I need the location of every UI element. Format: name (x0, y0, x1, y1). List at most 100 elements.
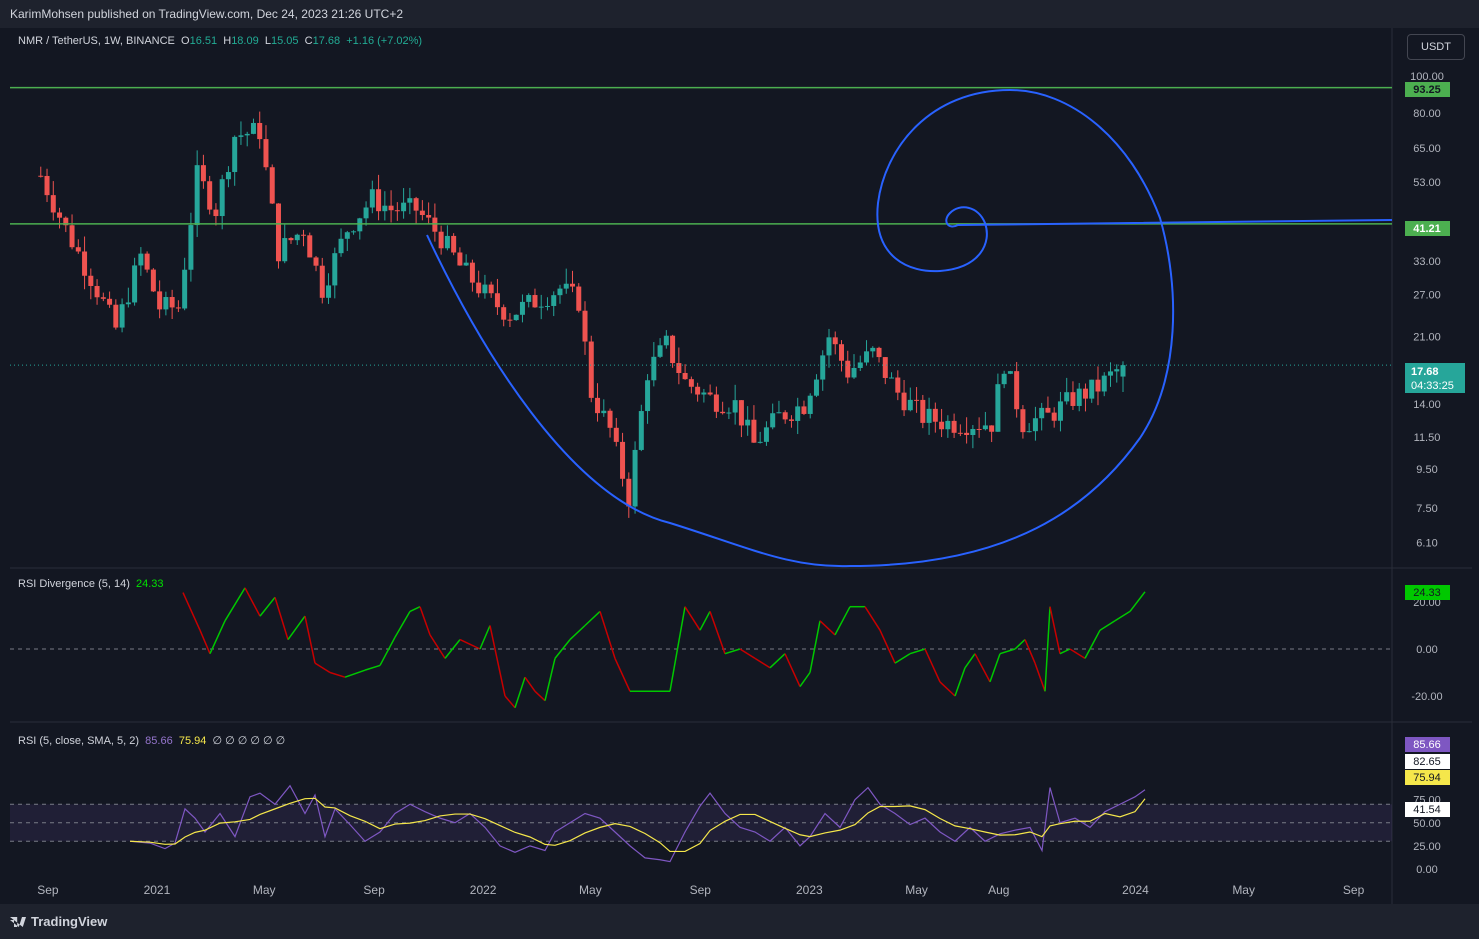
candle-body (607, 410, 613, 428)
candle-body (1070, 392, 1076, 406)
upper-line-label-bg (1405, 82, 1450, 97)
candle-body (119, 304, 125, 328)
rsi-divergence-segment (459, 638, 481, 650)
price-tick-label: 6.10 (1416, 538, 1437, 550)
rsi-div-tick-label: -20.00 (1411, 691, 1442, 703)
fibonacci-spiral-drawing[interactable] (426, 88, 1393, 568)
time-tick-label: Sep (363, 883, 385, 897)
rsi-divergence-segment (584, 610, 601, 627)
rsi-divergence-segment (784, 653, 801, 687)
candle-body (901, 392, 907, 411)
rsi-divergence-segment (684, 606, 701, 631)
publish-bar: KarimMohsen published on TradingView.com… (0, 0, 1479, 28)
time-tick-label: May (253, 883, 276, 897)
footer-bar: TradingView (0, 904, 1479, 939)
candle-body (194, 165, 200, 226)
candle-body (263, 139, 269, 168)
candle-body (269, 167, 275, 204)
candle-body (788, 419, 794, 421)
candle-body (1114, 369, 1120, 372)
candle-body (413, 198, 419, 211)
rsi-legend[interactable]: RSI (5, close, SMA, 5, 2) 85.66 75.94 ∅ … (18, 734, 285, 747)
rsi-divergence-segment (1069, 648, 1086, 660)
candle-body (1001, 373, 1007, 385)
candle-body (945, 420, 951, 430)
rsi-div-title[interactable]: RSI Divergence (5, 14) (18, 578, 130, 590)
rsi-a-label: 82.65 (1413, 756, 1441, 768)
candle-body (1026, 431, 1032, 433)
candle-body (838, 344, 844, 361)
candle-body (488, 284, 494, 294)
candle-body (426, 215, 432, 218)
close-label: C (304, 35, 313, 47)
candle-body (113, 304, 119, 328)
rsi-div-tick-label: 0.00 (1416, 644, 1437, 656)
symbol-title[interactable]: NMR / TetherUS, 1W, BINANCE (18, 35, 175, 47)
rsi-b-label-bg (1405, 802, 1450, 817)
rsi-divergence-segment (329, 671, 346, 678)
lower-line-label-bg (1405, 221, 1450, 236)
main-legend[interactable]: NMR / TetherUS, 1W, BINANCE O16.51 H18.0… (18, 35, 422, 47)
candle-body (632, 449, 638, 507)
candle-body (1020, 409, 1026, 433)
candle-body (976, 428, 982, 430)
candle-body (301, 234, 307, 236)
rsi-div-legend[interactable]: RSI Divergence (5, 14) 24.33 (18, 578, 164, 590)
candle-body (338, 238, 344, 254)
rsi-divergence-segment (1129, 591, 1146, 612)
candle-body (1039, 407, 1045, 419)
rsi-plot (129, 784, 1146, 863)
publisher-line: KarimMohsen published on TradingView.com… (10, 7, 404, 21)
candle-body (326, 285, 332, 298)
rsi-divergence-segment (514, 676, 526, 708)
rsi-title[interactable]: RSI (5, close, SMA, 5, 2) (18, 735, 140, 747)
rsi-divergence-segment (724, 648, 741, 655)
rsi-divergence-segment (699, 611, 711, 631)
candle-body (1082, 388, 1088, 399)
tradingview-logo[interactable]: TradingView (10, 914, 107, 929)
candle-body (682, 372, 688, 380)
candle-body (807, 395, 813, 414)
candle-body (188, 225, 194, 270)
candle-body (307, 235, 313, 258)
candle-body (695, 386, 701, 395)
candle-body (444, 235, 450, 249)
rsi-divergence-segment (1084, 629, 1101, 659)
candle-body (720, 411, 726, 414)
candle-body (776, 412, 782, 414)
candle-body (357, 218, 363, 232)
candle-body (57, 212, 63, 218)
price-tick-label: 53.00 (1413, 177, 1441, 189)
candle-body (782, 412, 788, 420)
candle-body (538, 306, 544, 308)
chart-area[interactable]: 100.00 80.00 65.00 53.00 33.00 27.00 21.00 14.0… (10, 28, 1472, 904)
drawing-overlays[interactable] (10, 86, 1393, 568)
rsi-divergence-segment (429, 634, 446, 659)
rsi-divergence-segment (939, 681, 956, 697)
rsi-divergence-segment (419, 606, 431, 636)
rsi-divergence-segment (879, 629, 896, 664)
candle-body (1057, 401, 1063, 421)
candle-body (38, 175, 44, 177)
rsi-divergence-segment (599, 611, 616, 659)
candle-body (907, 399, 913, 411)
chart-svg[interactable]: 100.00 80.00 65.00 53.00 33.00 27.00 21.00 14.0… (10, 28, 1472, 904)
rsi-divergence-segment (479, 625, 491, 650)
candle-body (150, 269, 156, 292)
candle-body (232, 136, 238, 173)
time-tick-label: May (1232, 883, 1255, 897)
candle-body (570, 283, 576, 287)
candle-body (332, 253, 338, 286)
candle-body (701, 392, 707, 395)
last-price-label-bg (1405, 363, 1465, 393)
candle-body (882, 357, 888, 378)
candle-body (257, 122, 263, 140)
candle-body (876, 347, 882, 358)
rsi-divergence-segment (544, 658, 556, 701)
currency-button[interactable]: USDT (1407, 34, 1465, 60)
candle-body (182, 269, 188, 309)
candle-body (363, 207, 369, 219)
candle-body (482, 284, 488, 294)
time-tick-label: 2021 (144, 883, 171, 897)
candle-body (138, 253, 144, 266)
